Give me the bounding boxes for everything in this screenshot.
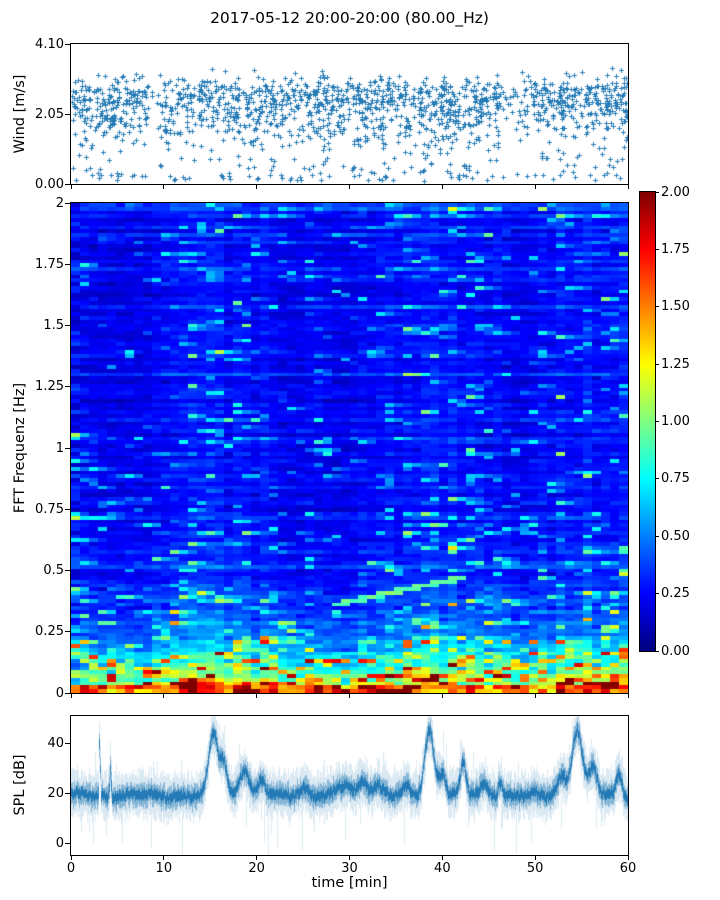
fft-xtick bbox=[349, 694, 350, 698]
wind-ytick-label: 2.05 bbox=[35, 106, 64, 122]
colorbar-tick-label: 1.75 bbox=[661, 241, 690, 257]
spectrogram-canvas bbox=[71, 203, 628, 693]
fft-xtick bbox=[627, 694, 629, 698]
time-xlabel: time [min] bbox=[311, 875, 388, 891]
wind-ytick-label: 0.00 bbox=[35, 176, 64, 192]
fft-ytick-label: 0.25 bbox=[35, 624, 64, 640]
time-xtick-label: 50 bbox=[526, 861, 544, 876]
colorbar-tick-label: 1.50 bbox=[661, 299, 690, 315]
wind-ytick bbox=[65, 43, 70, 45]
wind-ytick bbox=[65, 113, 70, 115]
time-xtick-label: 20 bbox=[248, 861, 265, 876]
spl-ytick-label: 20 bbox=[47, 785, 64, 801]
fft-ytick-label: 1.25 bbox=[35, 379, 64, 395]
spl-ytick-label: 0 bbox=[55, 835, 64, 851]
time-xtick bbox=[627, 856, 629, 860]
time-xtick bbox=[441, 856, 443, 860]
wind-xtick bbox=[349, 185, 350, 189]
fft-ytick-label: 1.75 bbox=[35, 256, 64, 272]
fft-xtick bbox=[441, 694, 443, 698]
wind-xtick bbox=[256, 185, 258, 189]
wind-xtick bbox=[441, 185, 443, 189]
spl-ytick-label: 40 bbox=[47, 735, 64, 751]
wind-xtick bbox=[70, 185, 72, 189]
colorbar-tick-label: 0.50 bbox=[661, 528, 690, 544]
colorbar-tick-label: 1.00 bbox=[661, 414, 690, 429]
fft-ytick bbox=[65, 263, 70, 265]
colorbar-tick bbox=[655, 535, 659, 537]
fft-ytick bbox=[65, 631, 70, 633]
fft-ytick bbox=[65, 386, 70, 388]
colorbar-tick bbox=[655, 306, 659, 308]
time-xtick-label: 60 bbox=[619, 861, 637, 876]
fft-ytick-label: 0.5 bbox=[43, 563, 64, 578]
fft-ytick-label: 0.75 bbox=[35, 501, 64, 517]
fft-xtick bbox=[534, 694, 536, 698]
fft-xtick bbox=[163, 694, 165, 698]
colorbar-tick-label: 1.25 bbox=[661, 356, 690, 372]
time-xtick bbox=[163, 856, 165, 860]
colorbar-tick bbox=[655, 593, 659, 595]
colorbar-tick bbox=[655, 363, 659, 365]
spl-ytick bbox=[65, 842, 70, 844]
colorbar-tick bbox=[655, 248, 659, 250]
fft-xtick bbox=[70, 694, 72, 698]
colorbar-tick bbox=[655, 191, 659, 193]
wind-ytick bbox=[65, 183, 70, 185]
colorbar-tick-label: 0.00 bbox=[661, 643, 690, 659]
time-xtick bbox=[349, 856, 350, 860]
time-xtick bbox=[70, 856, 72, 860]
wind-xtick bbox=[627, 185, 629, 189]
time-xtick bbox=[256, 856, 258, 860]
fft-ytick-label: 0 bbox=[55, 685, 64, 701]
fft-xtick bbox=[256, 694, 258, 698]
fft-ytick bbox=[65, 570, 70, 571]
time-xtick-label: 30 bbox=[341, 861, 358, 876]
colorbar-tick-label: 0.25 bbox=[661, 586, 690, 602]
fft-ytick bbox=[65, 325, 70, 326]
fft-ytick-label: 1.5 bbox=[43, 318, 64, 333]
time-xtick-label: 40 bbox=[434, 861, 451, 876]
spl-ytick bbox=[65, 742, 70, 744]
colorbar-tick-label: 2.00 bbox=[661, 184, 690, 200]
wind-ytick-label: 4.10 bbox=[35, 36, 64, 52]
fft-ytick bbox=[65, 508, 70, 510]
figure-title: 2017-05-12 20:00-20:00 (80.00_Hz) bbox=[210, 9, 489, 27]
fft-ytick bbox=[65, 447, 70, 449]
wind-scatter-canvas bbox=[71, 44, 628, 184]
colorbar-tick bbox=[655, 650, 659, 652]
fft-ytick bbox=[65, 692, 70, 694]
time-xtick-label: 10 bbox=[155, 861, 173, 876]
colorbar-gradient bbox=[640, 192, 655, 651]
fft-ytick-label: 1 bbox=[55, 440, 64, 456]
colorbar-tick bbox=[655, 421, 659, 422]
colorbar-tick bbox=[655, 478, 659, 480]
spl-ytick bbox=[65, 792, 70, 794]
fft-ytick-label: 2 bbox=[55, 195, 64, 211]
wind-xtick bbox=[163, 185, 165, 189]
colorbar-tick-label: 0.75 bbox=[661, 471, 690, 487]
time-xtick-label: 0 bbox=[66, 861, 76, 876]
wind-xtick bbox=[534, 185, 536, 189]
fft-ytick bbox=[65, 202, 70, 204]
time-xtick bbox=[534, 856, 536, 860]
spl-line-canvas bbox=[71, 716, 628, 855]
